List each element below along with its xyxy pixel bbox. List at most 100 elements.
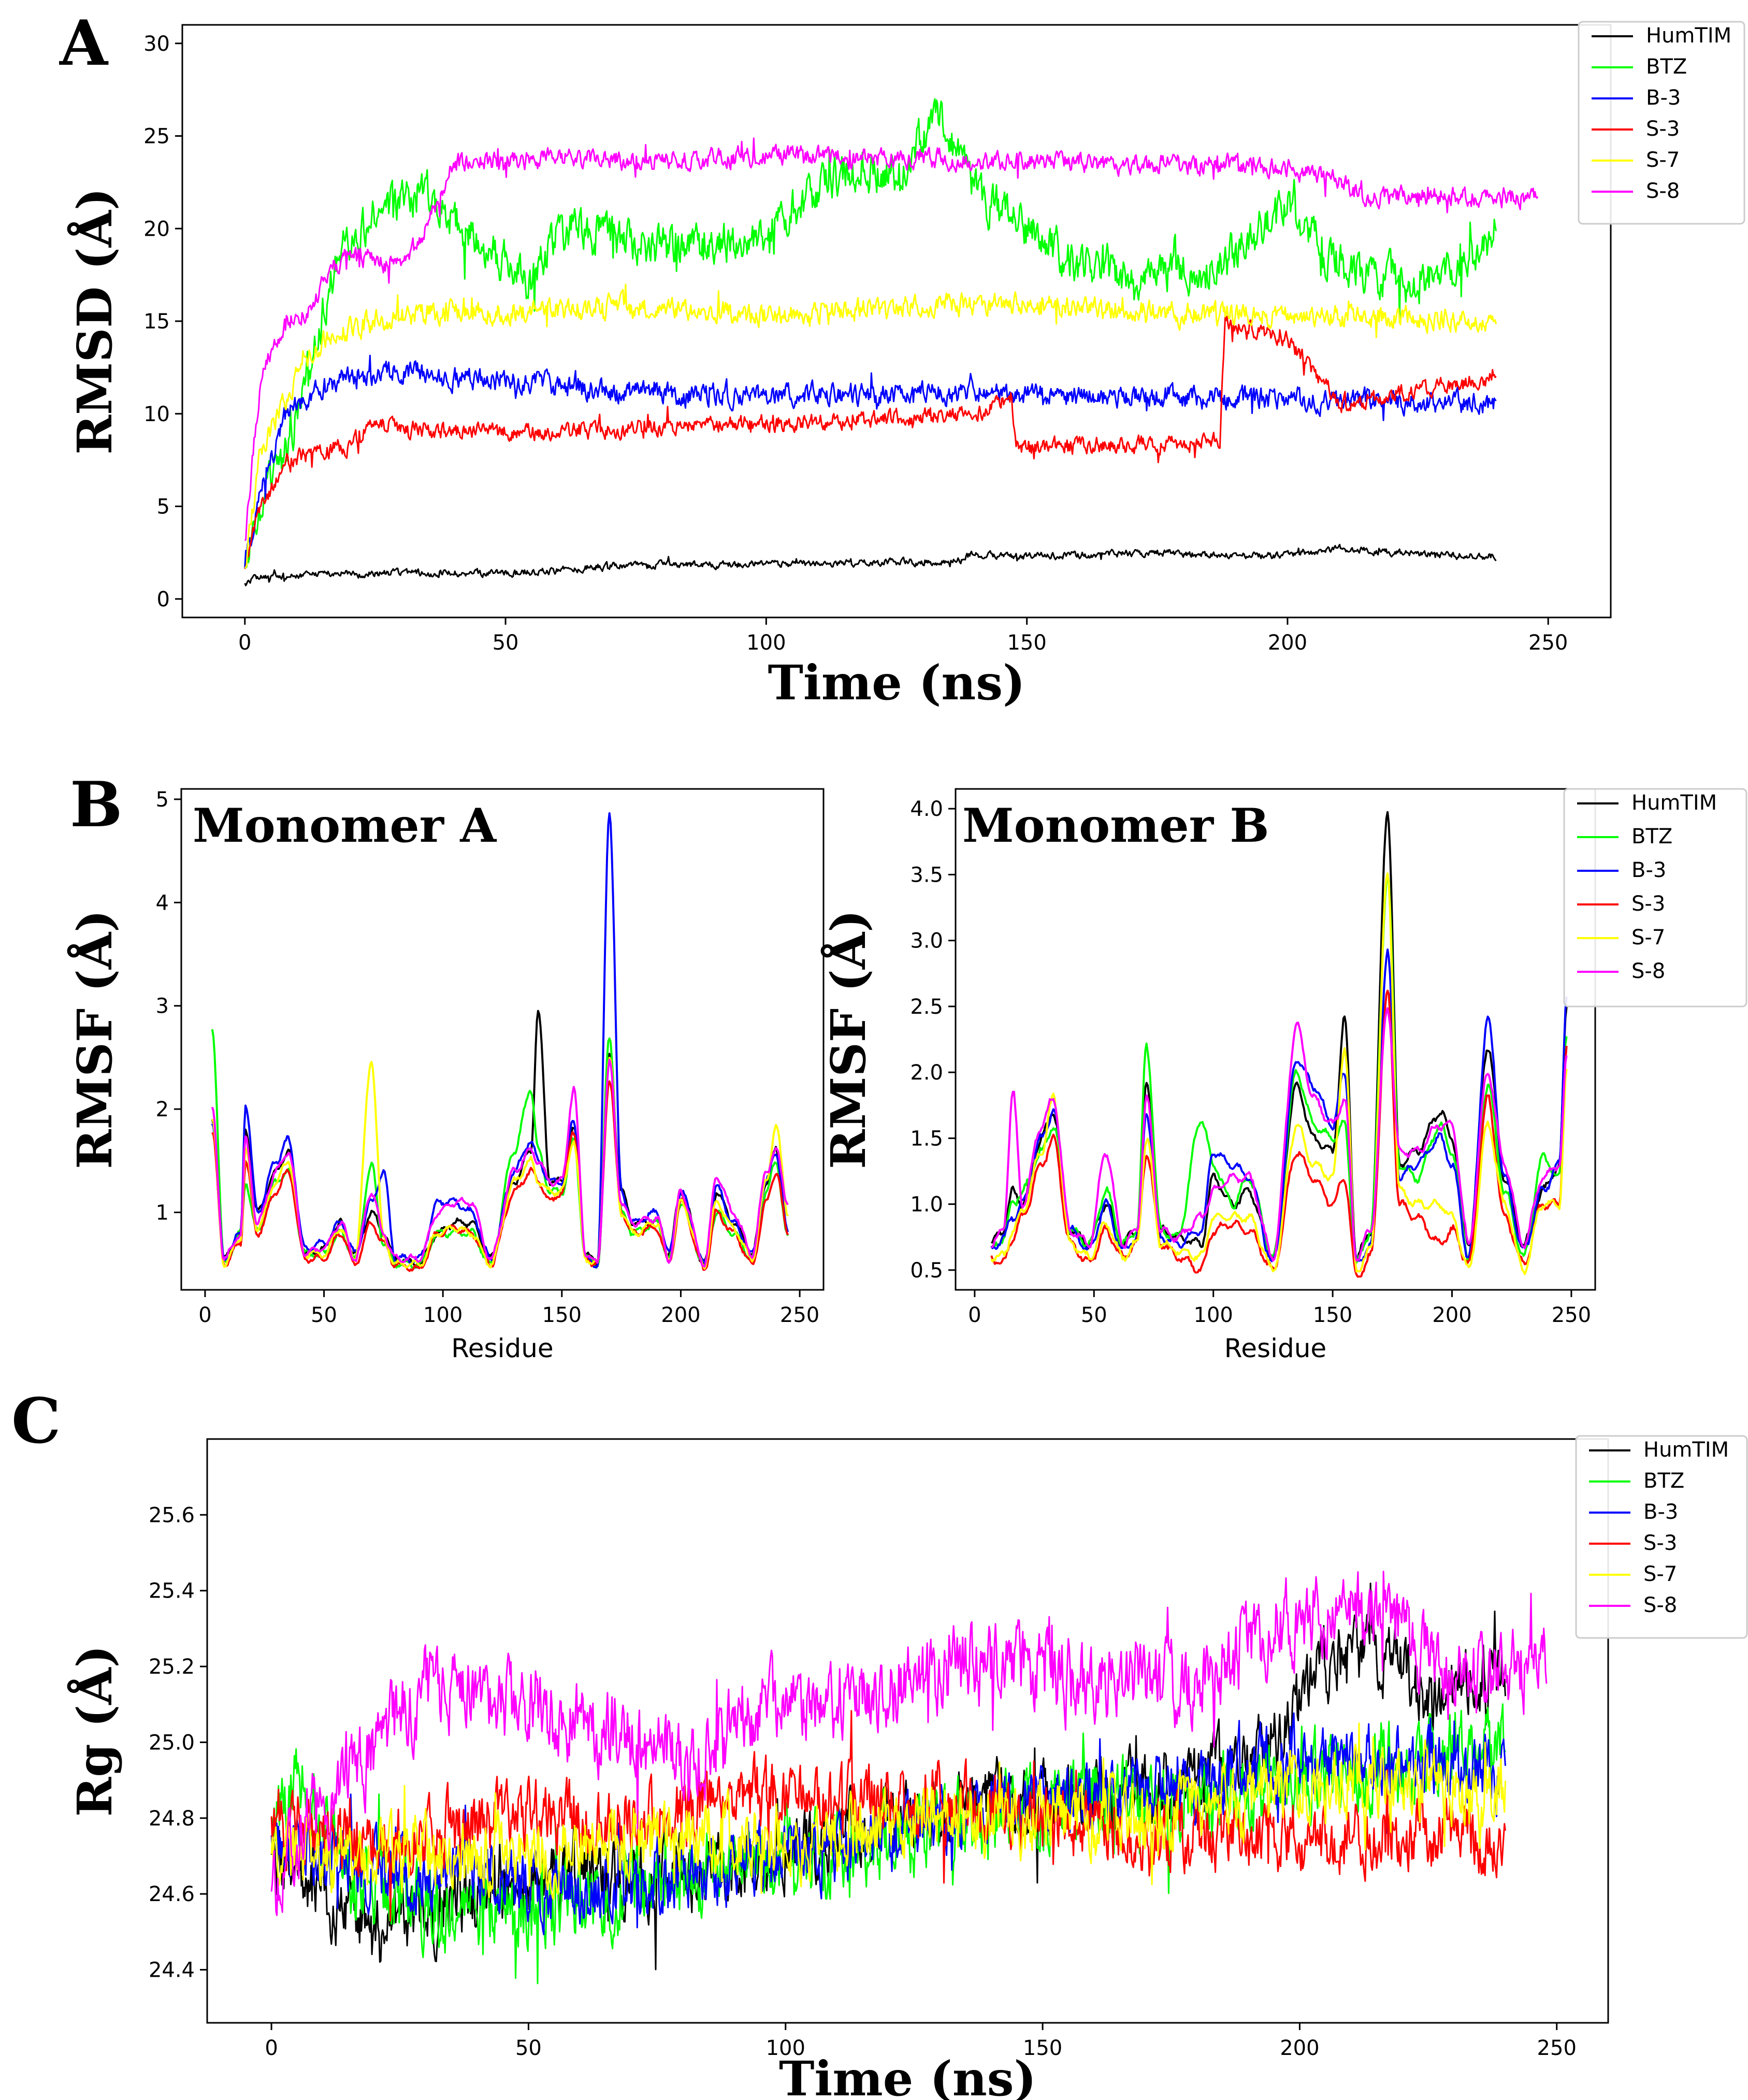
y-tick-label: 1 xyxy=(156,1201,169,1225)
x-tick-label: 150 xyxy=(1023,2036,1062,2060)
panel-letter-b: B xyxy=(70,768,122,841)
y-axis-label: Rg (Å) xyxy=(67,1645,123,1817)
series-line-b-3 xyxy=(990,948,1568,1262)
legend-label-humtim: HumTIM xyxy=(1631,791,1717,815)
series-line-s-8 xyxy=(211,1058,789,1268)
series-line-s-8 xyxy=(270,1571,1548,1916)
legend-label-btz: BTZ xyxy=(1646,55,1687,79)
legend-label-b-3: B-3 xyxy=(1643,1500,1678,1524)
x-tick-label: 150 xyxy=(542,1303,582,1327)
y-tick-label: 4.0 xyxy=(910,797,943,821)
y-tick-label: 25.6 xyxy=(149,1503,195,1527)
plot-frame xyxy=(181,24,1612,619)
series-line-btz xyxy=(991,874,1568,1264)
series-line-b-3 xyxy=(211,812,789,1269)
legend-label-s-3: S-3 xyxy=(1646,117,1680,141)
y-tick-label: 3 xyxy=(156,995,169,1018)
panel-letter-c: C xyxy=(11,1385,61,1458)
y-tick-label: 1.5 xyxy=(910,1127,943,1150)
y-tick-label: 2 xyxy=(156,1098,169,1121)
legend-label-btz: BTZ xyxy=(1643,1469,1684,1493)
y-tick-label: 5 xyxy=(156,788,169,812)
x-tick-label: 150 xyxy=(1007,631,1046,655)
series-line-s-7 xyxy=(270,1722,1506,1900)
legend-label-s-7: S-7 xyxy=(1643,1562,1677,1586)
rmsd-chart: 0 50 100 150 200 250 0 5 10 15 20 25 30 Time (ns) RMSD… xyxy=(67,21,1745,711)
x-tick-label: 0 xyxy=(265,2036,278,2060)
x-tick-label: 0 xyxy=(238,631,251,655)
rmsf-monomer-b-chart: 0 50 100 150 200 250 0.5 1.0 1.5 2.0 2.5 3.0 3.5 4.0 R… xyxy=(820,788,1747,1363)
y-tick-label: 24.8 xyxy=(149,1807,195,1831)
y-tick-label: 3.5 xyxy=(910,863,943,887)
legend-label-b-3: B-3 xyxy=(1631,858,1666,882)
plot-frame xyxy=(206,1438,1609,2024)
plot-area xyxy=(211,812,789,1272)
chart-title: Monomer A xyxy=(193,798,497,853)
x-axis-label: Time (ns) xyxy=(768,655,1025,711)
x-tick-label: 100 xyxy=(746,631,786,655)
x-tick-label: 50 xyxy=(515,2036,542,2060)
legend-label-b-3: B-3 xyxy=(1646,86,1681,110)
y-tick-label: 24.6 xyxy=(149,1882,195,1906)
legend-label-humtim: HumTIM xyxy=(1643,1438,1729,1462)
y-tick-label: 2.0 xyxy=(910,1061,943,1085)
x-tick-label: 100 xyxy=(423,1303,463,1327)
series-line-humtim xyxy=(991,811,1568,1261)
y-tick-label: 25.2 xyxy=(149,1655,195,1679)
legend-label-s-3: S-3 xyxy=(1643,1531,1677,1555)
x-tick-label: 200 xyxy=(1432,1303,1471,1327)
y-tick-label: 15 xyxy=(143,310,170,334)
x-tick-label: 150 xyxy=(1313,1303,1352,1327)
y-tick-label: 3.0 xyxy=(910,929,943,953)
legend-label-s-3: S-3 xyxy=(1631,892,1665,916)
x-tick-label: 200 xyxy=(1280,2036,1319,2060)
x-axis-label: Time (ns) xyxy=(779,2051,1036,2100)
x-tick-label: 50 xyxy=(1081,1303,1107,1327)
plot-area xyxy=(244,98,1539,586)
y-axis-label: RMSF (Å) xyxy=(820,910,876,1169)
plot-frame xyxy=(180,788,825,1291)
legend-label-s-7: S-7 xyxy=(1631,926,1665,950)
plot-area xyxy=(990,811,1568,1278)
x-tick-label: 100 xyxy=(766,2036,805,2060)
series-line-s-7 xyxy=(990,872,1568,1275)
legend-label-s-8: S-8 xyxy=(1646,179,1680,203)
legend-box xyxy=(1575,1435,1748,1639)
y-tick-label: 1.0 xyxy=(910,1193,943,1217)
legend-box xyxy=(1578,21,1745,225)
y-tick-label: 0.5 xyxy=(910,1259,943,1283)
x-tick-label: 200 xyxy=(661,1303,700,1327)
legend-label-humtim: HumTIM xyxy=(1646,24,1731,48)
series-line-s-8 xyxy=(244,137,1539,541)
rmsf-monomer-a-chart: 0 50 100 150 200 250 1 2 3 4 5 Residue RMSF (Å) Monom… xyxy=(67,788,825,1363)
x-axis-label: Residue xyxy=(1224,1333,1326,1363)
y-tick-label: 2.5 xyxy=(910,995,943,1019)
x-tick-label: 0 xyxy=(968,1303,981,1327)
legend-label-s-7: S-7 xyxy=(1646,148,1680,172)
series-line-btz xyxy=(244,98,1497,568)
y-tick-label: 4 xyxy=(156,891,169,915)
panel-letter-a: A xyxy=(59,7,109,80)
x-tick-label: 200 xyxy=(1268,631,1307,655)
series-line-b-3 xyxy=(244,354,1497,568)
y-tick-label: 24.4 xyxy=(149,1959,195,1982)
y-tick-label: 5 xyxy=(157,495,170,519)
y-tick-label: 25.0 xyxy=(149,1731,195,1754)
series-line-s-3 xyxy=(244,314,1497,569)
series-line-s-3 xyxy=(270,1710,1506,1922)
x-tick-label: 250 xyxy=(1528,631,1568,655)
y-tick-label: 0 xyxy=(157,587,170,611)
series-line-humtim xyxy=(244,543,1497,586)
plot-area xyxy=(270,1571,1548,1984)
legend-label-s-8: S-8 xyxy=(1643,1593,1677,1617)
y-tick-label: 25.4 xyxy=(149,1579,195,1603)
x-tick-label: 250 xyxy=(1552,1303,1591,1327)
y-tick-label: 25 xyxy=(143,125,170,149)
plot-frame xyxy=(955,788,1596,1291)
legend-label-btz: BTZ xyxy=(1631,825,1672,848)
x-tick-label: 50 xyxy=(311,1303,337,1327)
x-tick-label: 250 xyxy=(1537,2036,1577,2060)
x-tick-label: 0 xyxy=(198,1303,211,1327)
x-tick-label: 100 xyxy=(1194,1303,1233,1327)
